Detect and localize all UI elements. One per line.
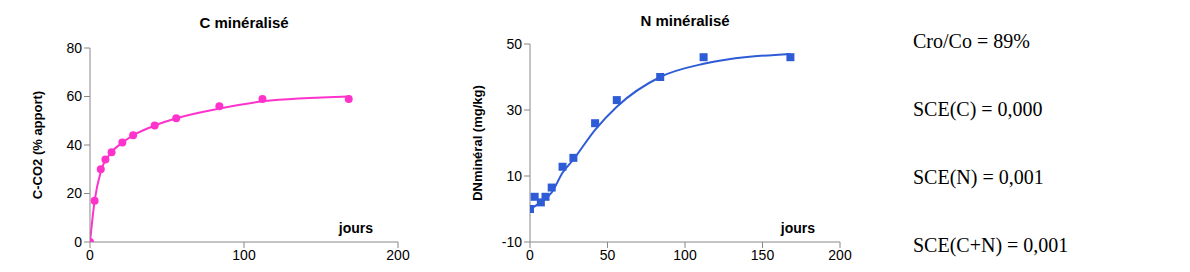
svg-text:10: 10 — [506, 168, 522, 184]
svg-text:0: 0 — [74, 234, 82, 250]
svg-text:200: 200 — [828, 247, 852, 263]
html-text:SCE(C) = 0,000: SCE(C) = 0,000 — [913, 98, 1043, 120]
svg-text:60: 60 — [66, 88, 82, 104]
svg-text:-10: -10 — [502, 234, 522, 250]
svg-text:50: 50 — [506, 36, 522, 52]
html-text:Cro/Co = 89%: Cro/Co = 89% — [913, 30, 1030, 52]
html-text:C minéralisé: C minéralisé — [199, 14, 289, 31]
svg-text:200: 200 — [386, 247, 410, 263]
svg-text:20: 20 — [66, 185, 82, 201]
svg-text:jours: jours — [338, 220, 373, 236]
svg-text:0: 0 — [526, 247, 534, 263]
svg-text:DNminéral (mg/kg): DNminéral (mg/kg) — [470, 85, 485, 201]
html-text:N minéralisé: N minéralisé — [640, 12, 730, 29]
svg-text:80: 80 — [66, 40, 82, 56]
html-text:SCE(C+N) = 0,001: SCE(C+N) = 0,001 — [913, 234, 1069, 256]
svg-text:30: 30 — [506, 102, 522, 118]
svg-text:100: 100 — [232, 247, 256, 263]
svg-text:50: 50 — [600, 247, 616, 263]
svg-text:0: 0 — [86, 247, 94, 263]
svg-text:jours: jours — [780, 220, 815, 236]
svg-text:150: 150 — [751, 247, 775, 263]
html-text:SCE(N) = 0,001: SCE(N) = 0,001 — [913, 166, 1044, 188]
svg-text:C-CO2 (% apport): C-CO2 (% apport) — [30, 91, 45, 199]
svg-text:100: 100 — [673, 247, 697, 263]
svg-text:40: 40 — [66, 137, 82, 153]
